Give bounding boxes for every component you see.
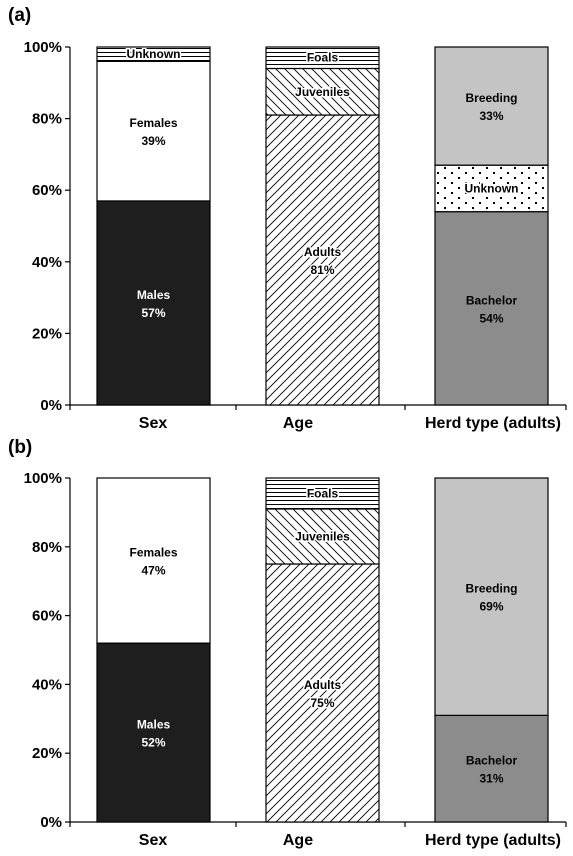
y-tick-label: 0% [40, 814, 62, 831]
x-category-label: Age [283, 415, 313, 432]
panel-a: (a) 0% 20% 40% 60% 80% 100% Sex Age Herd type (ad… [8, 5, 567, 432]
segment-value-label: 31% [479, 772, 503, 786]
y-tick-label: 100% [24, 39, 62, 56]
y-tick-label: 20% [32, 325, 62, 342]
bar-segment-breeding [434, 46, 549, 166]
y-tick-label: 60% [32, 608, 62, 625]
bar-segment-foals [265, 477, 380, 510]
y-tick-label: 20% [32, 745, 62, 762]
segment-name-label: Females [129, 546, 177, 560]
bar-segment-females [96, 60, 211, 202]
y-tick-label: 100% [24, 470, 62, 487]
panel-label: (a) [8, 5, 31, 26]
bar-segment-adults [265, 563, 380, 823]
segment-name-label: Unknown [127, 47, 181, 61]
bar-segment-juveniles [265, 508, 380, 565]
x-category-label: Herd type (adults) [425, 415, 561, 432]
y-tick-label: 80% [32, 539, 62, 556]
segment-name-label: Males [137, 288, 171, 302]
segment-name-label: Juveniles [295, 529, 350, 543]
panel-label: (b) [8, 437, 32, 458]
segment-value-label: 33% [479, 109, 503, 123]
segment-value-label: 81% [310, 263, 334, 277]
segment-name-label: Foals [307, 51, 339, 65]
segment-value-label: 75% [310, 696, 334, 710]
segment-name-label: Females [129, 116, 177, 130]
segment-name-label: Breeding [465, 582, 517, 596]
segment-value-label: 47% [141, 564, 165, 578]
segment-name-label: Bachelor [466, 293, 518, 307]
segment-name-label: Juveniles [295, 85, 350, 99]
bar-segment-bachelor [434, 714, 549, 823]
bar-segment-juveniles [265, 67, 380, 116]
y-tick-label: 80% [32, 111, 62, 128]
bar-segment-foals [265, 46, 380, 70]
y-tick-label: 40% [32, 676, 62, 693]
x-category-label: Age [283, 832, 313, 849]
y-tick-label: 40% [32, 254, 62, 271]
bar-segment-males [96, 200, 211, 406]
y-tick-label: 0% [40, 397, 62, 414]
x-category-label: Sex [139, 415, 168, 432]
segment-value-label: 54% [479, 311, 503, 325]
panel-b: (b) 0% 20% 40% 60% 80% 100% Sex Age Herd type (ad… [8, 437, 567, 849]
segment-name-label: Unknown [465, 181, 519, 195]
bar-segment-unknown [96, 46, 211, 62]
segment-value-label: 69% [479, 600, 503, 614]
x-category-label: Sex [139, 832, 168, 849]
bar-segment-males [96, 642, 211, 823]
segment-name-label: Bachelor [466, 754, 518, 768]
segment-name-label: Adults [304, 245, 342, 259]
segment-name-label: Adults [304, 678, 342, 692]
x-category-label: Herd type (adults) [425, 832, 561, 849]
y-tick-label: 60% [32, 182, 62, 199]
segment-value-label: 39% [141, 134, 165, 148]
segment-value-label: 52% [141, 736, 165, 750]
segment-value-label: 57% [141, 306, 165, 320]
segment-name-label: Breeding [465, 91, 517, 105]
bar-segment-adults [265, 114, 380, 406]
bar-segment-females [96, 477, 211, 644]
bar-segment-bachelor [434, 211, 549, 406]
bar-segment-breeding [434, 477, 549, 716]
segment-name-label: Males [137, 718, 171, 732]
segment-name-label: Foals [307, 486, 339, 500]
